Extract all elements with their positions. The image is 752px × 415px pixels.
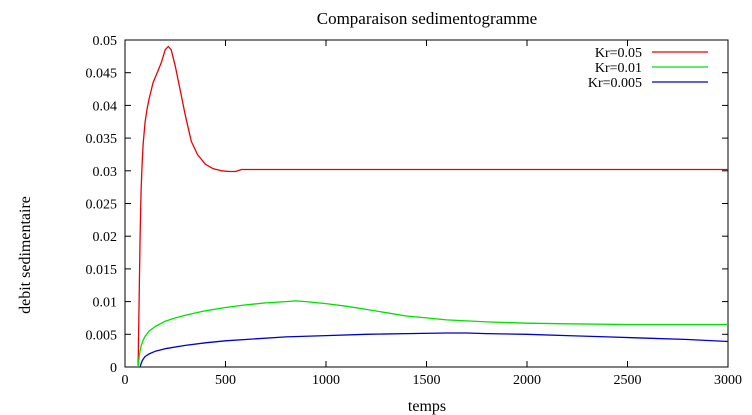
- legend-label: Kr=0.05: [595, 46, 642, 61]
- y-tick-label: 0: [110, 361, 117, 376]
- x-tick-label: 2000: [513, 373, 541, 388]
- x-tick-label: 3000: [714, 373, 742, 388]
- x-tick-label: 0: [122, 373, 129, 388]
- y-tick-label: 0.015: [86, 263, 118, 278]
- series-line-2: [137, 300, 728, 368]
- y-tick-label: 0.045: [86, 67, 118, 82]
- y-tick-label: 0.005: [86, 328, 118, 343]
- y-tick-label: 0.02: [93, 230, 118, 245]
- y-tick-label: 0.01: [93, 296, 118, 311]
- x-axis-label: temps: [408, 398, 446, 415]
- x-tick-label: 1500: [413, 373, 441, 388]
- y-tick-label: 0.04: [93, 99, 118, 114]
- y-tick-label: 0.025: [86, 198, 118, 213]
- series-line-3: [139, 332, 729, 368]
- legend-label: Kr=0.005: [588, 76, 642, 91]
- y-tick-label: 0.03: [93, 165, 118, 180]
- y-axis: 0 0.005 0.01 0.015 0.02 0.025 0.03 0.035 0.04 0.0…: [86, 34, 728, 376]
- y-tick-label: 0.05: [93, 34, 118, 49]
- x-tick-label: 500: [215, 373, 236, 388]
- y-tick-label: 0.035: [86, 132, 118, 147]
- legend-label: Kr=0.01: [595, 61, 642, 76]
- series-lines: [137, 45, 729, 368]
- y-axis-label: debit sedimentaire: [17, 196, 34, 314]
- x-tick-label: 2500: [614, 373, 642, 388]
- chart-title: Comparaison sedimentogramme: [317, 9, 537, 28]
- x-tick-label: 1000: [312, 373, 340, 388]
- x-axis: 0 500 1000 1500 2000 2500 3000: [122, 40, 742, 388]
- series-line-1: [137, 45, 728, 368]
